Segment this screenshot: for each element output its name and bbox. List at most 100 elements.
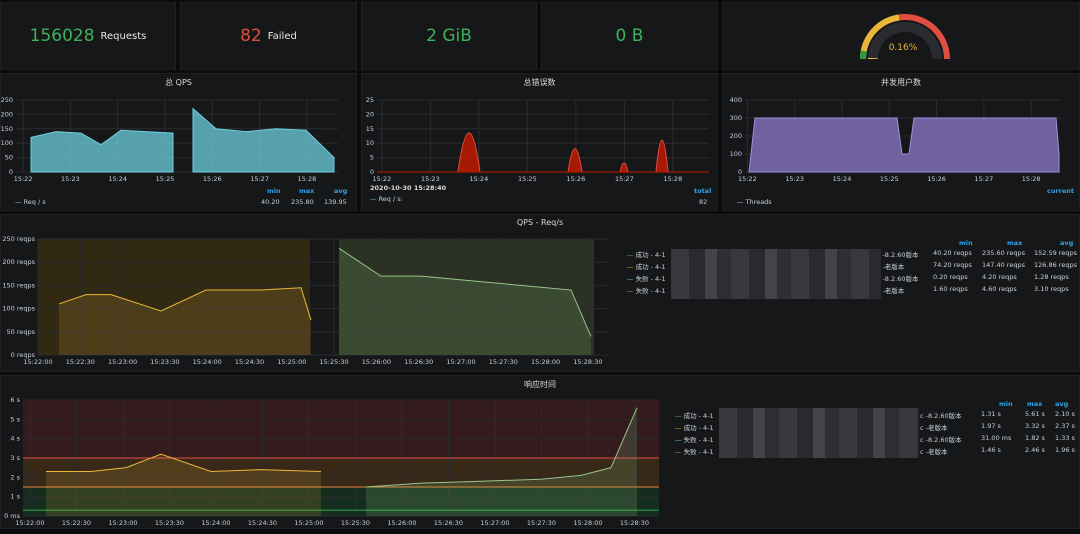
memory-value: 2 GiB [426, 26, 472, 46]
errors-legend-name: — Req / s: [370, 195, 403, 203]
series-name-prefix: 成功 - 4-1 [636, 263, 666, 271]
gauge-svg: 0.16% [723, 3, 1080, 71]
qps-legend-max-header: max [299, 187, 314, 195]
x-tick-label: 15:24 [108, 175, 127, 183]
error-spike-3 [620, 163, 628, 172]
x-tick-label: 15:23:30 [150, 358, 179, 366]
series-name-prefix: 失败 - 4-1 [684, 448, 714, 456]
y-tick-label: 100 reqps [2, 305, 35, 313]
failed-unit: Failed [268, 31, 297, 42]
qps-legend-min-header: min [267, 187, 281, 195]
y-tick-label: 5 s [10, 415, 20, 423]
x-tick-label: 15:26 [203, 175, 222, 183]
x-tick-label: 15:28:30 [573, 358, 602, 366]
qps-detail-avg-header: avg [1060, 239, 1073, 247]
total-errors-title: 总错误数 [362, 77, 717, 88]
series-swatch-icon: — [675, 424, 682, 432]
y-tick-label: 300 [730, 114, 742, 122]
x-tick-label: 15:28 [1022, 175, 1041, 183]
x-tick-label: 15:23 [421, 175, 440, 183]
gauge-low-band [863, 51, 864, 59]
x-tick-label: 15:25 [518, 175, 537, 183]
series-name-prefix: 成功 - 4-1 [684, 424, 714, 432]
failed-value: 82 [240, 26, 262, 46]
y-tick-label: 20 [366, 110, 374, 118]
gauge-value: 0.16% [889, 43, 918, 53]
y-tick-label: 100 [730, 150, 742, 158]
x-tick-label: 15:25:30 [341, 519, 370, 527]
x-tick-label: 15:26:00 [387, 519, 416, 527]
qps-legend-max: 235.80 [291, 198, 314, 206]
x-tick-label: 15:28:00 [573, 519, 602, 527]
x-tick-label: 15:22 [372, 175, 391, 183]
x-tick-label: 15:25:00 [277, 358, 306, 366]
bytes-value: 0 B [616, 26, 644, 46]
x-tick-label: 15:25 [156, 175, 175, 183]
x-tick-label: 15:23:00 [108, 358, 137, 366]
concurrent-users-title: 并发用户数 [723, 77, 1079, 88]
x-tick-label: 15:24:30 [248, 519, 277, 527]
x-tick-label: 15:26 [927, 175, 946, 183]
x-tick-label: 15:27 [250, 175, 269, 183]
threshold-critical-region [23, 400, 659, 458]
qps-legend-min: 40.20 [261, 198, 280, 206]
series-min: 40.20 reqps [933, 249, 972, 257]
y-tick-label: 50 [5, 154, 13, 162]
x-tick-label: 15:22:00 [15, 519, 44, 527]
series-name-prefix: 失败 - 4-1 [636, 287, 666, 295]
x-tick-label: 15:27:30 [527, 519, 556, 527]
qps-detail-title: QPS - Req/s [1, 218, 1079, 227]
x-tick-label: 15:24 [833, 175, 852, 183]
y-tick-label: 150 [1, 125, 13, 133]
qps-detail-min-header: min [959, 239, 973, 247]
total-qps-legend: min max avg — Req / s 40.20 235.80 139.9… [1, 187, 358, 209]
y-tick-label: 10 [366, 139, 374, 147]
series-max: 1.82 s [1025, 434, 1045, 442]
rt-avg-header: avg [1055, 400, 1068, 408]
rt-max-header: max [1027, 400, 1042, 408]
y-tick-label: 25 [366, 96, 374, 104]
x-tick-label: 15:22:00 [23, 358, 52, 366]
x-tick-label: 15:23 [61, 175, 80, 183]
x-tick-label: 15:25:00 [294, 519, 323, 527]
series-name-prefix: 失败 - 4-1 [636, 275, 666, 283]
qps-legend-label: Req / s [24, 198, 46, 206]
series-min: 0.20 reqps [933, 273, 968, 281]
series-avg: 1.33 s [1055, 434, 1075, 442]
x-tick-label: 15:23:30 [155, 519, 184, 527]
errors-timestamp: 2020-10-30 15:28:40 [370, 184, 446, 192]
series-swatch-icon: — [675, 412, 682, 420]
errors-legend-total: 82 [699, 198, 707, 206]
y-tick-label: 3 s [10, 454, 20, 462]
x-tick-label: 15:25 [880, 175, 899, 183]
series-max: 235.60 reqps [982, 249, 1025, 257]
users-legend-label: Threads [746, 198, 772, 206]
y-tick-label: 250 reqps [2, 235, 35, 243]
series-min: 74.20 reqps [933, 261, 972, 269]
x-tick-label: 15:26:30 [404, 358, 433, 366]
series-swatch-icon: — [627, 251, 634, 259]
redacted-block [719, 408, 919, 458]
y-tick-label: 200 reqps [2, 258, 35, 266]
requests-unit: Requests [101, 31, 147, 42]
series-name-prefix: 失败 - 4-1 [684, 436, 714, 444]
rt-min-header: min [999, 400, 1013, 408]
series-avg: 126.86 reqps [1034, 261, 1077, 269]
qps-legend-name: — Req / s [15, 198, 46, 206]
series-avg: 152.59 reqps [1034, 249, 1077, 257]
x-tick-label: 15:26:30 [434, 519, 463, 527]
series-max: 3.32 s [1025, 422, 1045, 430]
x-tick-label: 15:22 [738, 175, 757, 183]
total-errors-legend: 2020-10-30 15:28:40 total — Req / s: 82 [362, 184, 719, 210]
error-spike-1 [458, 133, 480, 172]
users-legend: current — Threads [723, 187, 1080, 209]
series-name-suffix: c -8.2.60版本 [920, 434, 962, 444]
total-qps-title: 总 QPS [1, 77, 356, 88]
y-tick-label: 400 [730, 96, 742, 104]
